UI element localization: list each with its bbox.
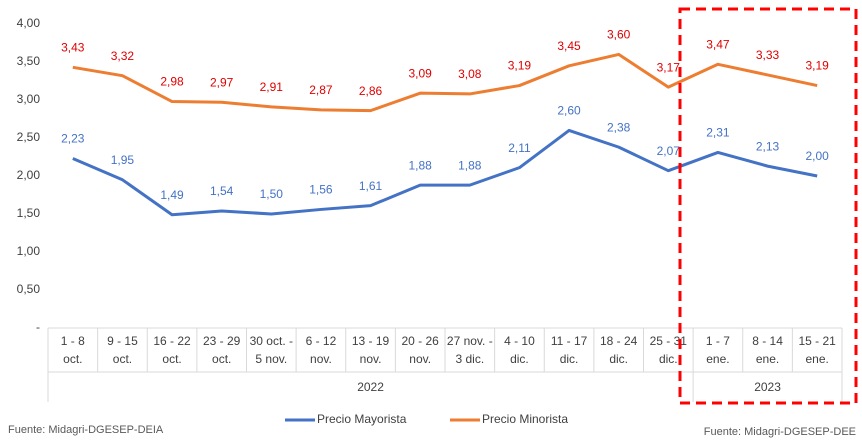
x-tick-label: 27 nov. - [447,334,493,348]
x-tick-label: 18 - 24 [600,334,638,348]
data-label: 2,97 [210,75,234,89]
y-tick-label: - [36,320,40,334]
data-label: 3,43 [61,40,85,54]
x-tick-label: dic. [659,352,678,366]
x-tick-label: ene. [806,352,829,366]
x-tick-label: ene. [756,352,779,366]
y-tick-label: 0,50 [17,282,41,296]
group-label: 2022 [357,380,384,394]
data-label: 3,32 [111,49,135,63]
x-tick-label: nov. [310,352,332,366]
y-tick-label: 3,50 [17,54,41,68]
y-tick-label: 1,50 [17,206,41,220]
data-label: 2,13 [756,139,780,153]
x-tick-label: oct. [113,352,132,366]
x-tick-label: 6 - 12 [306,334,337,348]
data-label: 1,49 [160,188,184,202]
data-label: 2,87 [309,83,333,97]
data-label: 1,61 [359,179,383,193]
data-label: 3,19 [508,59,532,73]
data-label: 3,60 [607,28,631,42]
x-tick-label: 13 - 19 [352,334,390,348]
y-tick-label: 3,00 [17,92,41,106]
y-tick-label: 2,00 [17,168,41,182]
data-label: 2,60 [557,104,581,118]
data-label: 1,54 [210,184,234,198]
data-label: 2,86 [359,84,383,98]
data-label: 3,17 [657,60,681,74]
data-label: 3,09 [409,66,433,80]
data-label: 2,31 [706,126,730,140]
source-right: Fuente: Midagri-DGESEP-DEE [704,426,856,438]
data-label: 3,47 [706,37,730,51]
highlight-box [678,7,858,405]
x-tick-label: 23 - 29 [203,334,241,348]
group-label: 2023 [754,380,781,394]
data-label: 2,00 [806,149,830,163]
x-tick-label: 15 - 21 [799,334,837,348]
x-tick-label: oct. [212,352,231,366]
data-label: 2,23 [61,132,85,146]
source-left: Fuente: Midagri-DGESEP-DEIA [8,424,164,436]
series-line [72,52,818,113]
data-label: 1,95 [111,153,135,167]
data-label: 3,33 [756,48,780,62]
data-label: 3,08 [458,67,482,81]
data-label: 1,50 [260,187,284,201]
data-label: 3,45 [557,39,581,53]
x-tick-label: 30 oct. - [250,334,293,348]
x-tick-label: 5 nov. [255,352,287,366]
x-tick-label: 4 - 10 [504,334,535,348]
x-tick-label: ene. [706,352,729,366]
data-label: 1,88 [458,158,482,172]
y-tick-label: 2,50 [17,130,41,144]
x-tick-label: oct. [162,352,181,366]
series-line [72,128,818,217]
x-tick-label: dic. [609,352,628,366]
data-label: 2,91 [260,80,284,94]
x-tick-label: dic. [510,352,529,366]
legend-label: Precio Mayorista [317,412,407,426]
x-tick-label: 20 - 26 [402,334,440,348]
x-tick-label: 9 - 15 [107,334,138,348]
legend-label: Precio Minorista [482,412,568,426]
x-tick-label: dic. [560,352,579,366]
data-label: 1,56 [309,183,333,197]
data-label: 2,98 [160,75,184,89]
x-tick-label: 1 - 8 [61,334,85,348]
data-label: 2,07 [657,144,681,158]
x-tick-label: nov. [360,352,382,366]
data-label: 3,19 [806,59,830,73]
y-tick-label: 4,00 [17,16,41,30]
data-label: 2,11 [508,141,531,155]
x-tick-label: nov. [409,352,431,366]
y-tick-label: 1,00 [17,244,41,258]
x-tick-label: 11 - 17 [551,334,588,348]
x-tick-label: 8 - 14 [752,334,783,348]
x-tick-label: 3 dic. [455,352,484,366]
x-tick-label: oct. [63,352,82,366]
data-label: 1,88 [409,158,433,172]
x-tick-label: 16 - 22 [153,334,191,348]
data-label: 2,38 [607,120,631,134]
x-tick-label: 25 - 31 [650,334,688,348]
x-tick-label: 1 - 7 [706,334,730,348]
